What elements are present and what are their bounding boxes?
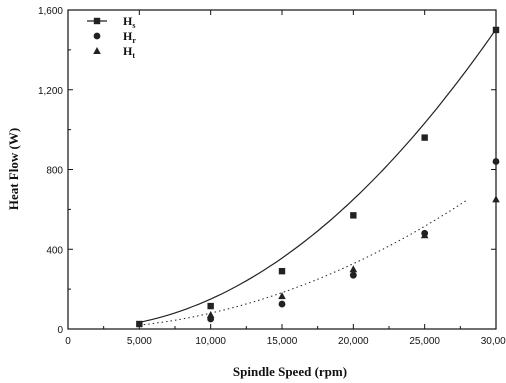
tick-marks [67,9,497,330]
y-tick-label: 800 [46,166,63,177]
marker-hr [349,271,357,279]
marker-hr [492,158,500,165]
tick-labels: 0 5,000 10,000 15,000 20,000 25,000 30,000 0 400… [38,6,506,347]
marker-ht [278,292,286,300]
x-tick-label: 30,000 [481,336,506,347]
x-axis-title: Spindle Speed (rpm) [233,364,347,379]
legend-label-ht: Ht [123,44,135,60]
x-tick-label: 20,000 [338,336,369,347]
legend-label-hr: Hr [123,29,136,45]
x-tick-label: 25,000 [409,336,440,347]
marker-ht [492,195,500,203]
marker-hr [278,300,286,308]
legend-marker-hr [93,32,101,40]
y-tick-label: 0 [57,325,63,336]
y-tick-label: 1,600 [38,6,63,17]
legend-subscript: r [132,36,136,45]
x-tick-label: 10,000 [195,336,226,347]
marker-ht [206,311,215,319]
marker-hs [492,26,500,34]
marker-hs [421,134,428,141]
marker-hs [278,267,286,275]
y-tick-label: 400 [46,245,63,256]
x-tick-label: 15,000 [267,336,298,347]
marker-ht [420,231,429,239]
y-axis-title: Heat Flow (W) [6,128,21,210]
y-tick-label: 1,200 [38,86,63,97]
fit-curves [139,28,497,326]
marker-hs [207,302,214,310]
legend-marker-hs [93,17,101,25]
legend-subscript: t [132,51,135,60]
fit-curve-hs [139,28,497,323]
x-tick-label: 5,000 [127,336,152,347]
legend-label-hs: Hs [123,14,135,30]
legend-marker-ht [93,47,101,54]
x-tick-label: 0 [65,336,71,347]
marker-hs [350,212,357,219]
fit-curve-hr-ht [139,199,468,326]
marker-ht [349,265,358,273]
data-markers [136,26,500,328]
marker-hs [136,320,143,328]
legend-subscript: s [132,21,135,30]
